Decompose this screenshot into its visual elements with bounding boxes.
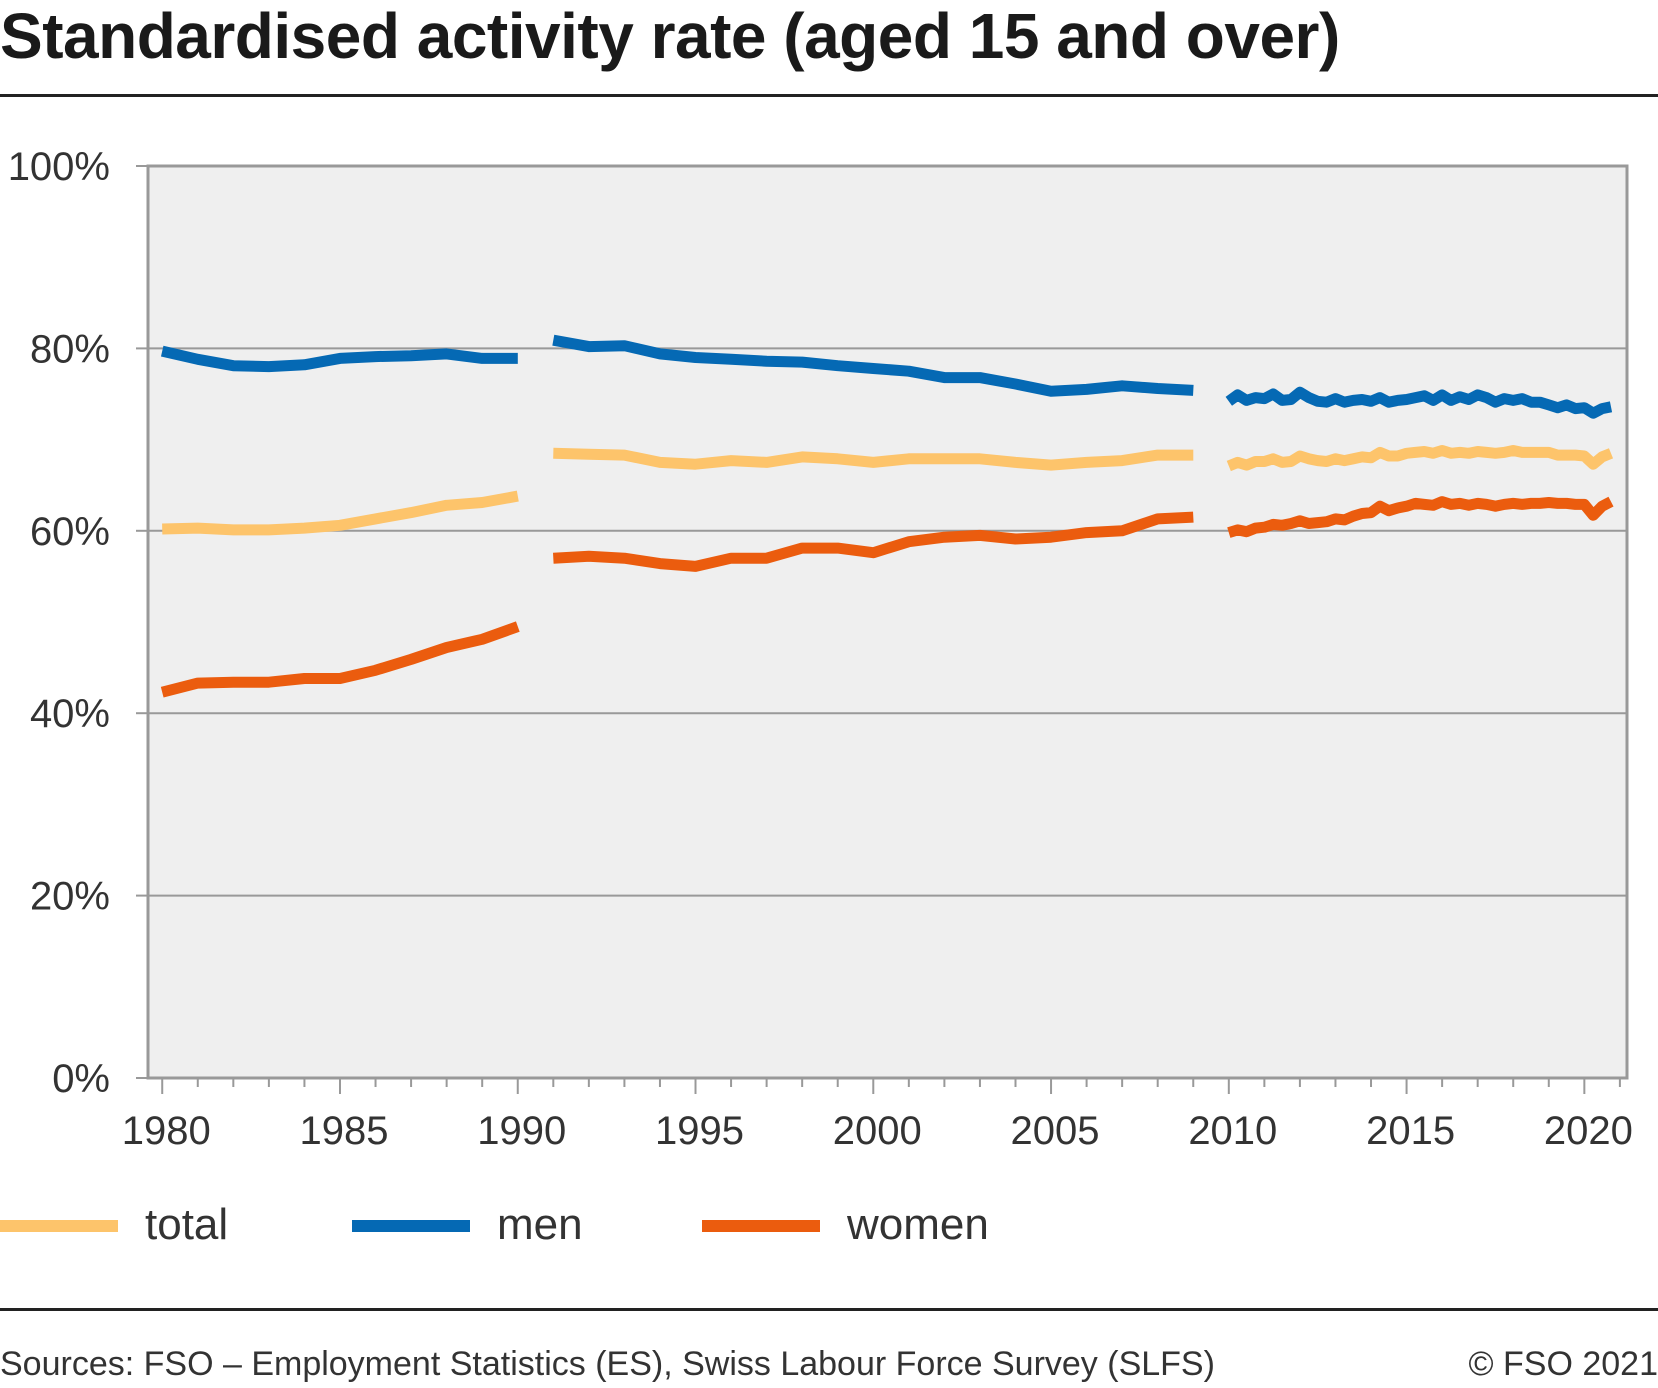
source-note: Sources: FSO – Employment Statistics (ES…	[0, 1345, 1215, 1383]
series-men	[160, 334, 1613, 419]
plot-area	[146, 164, 1629, 1080]
x-tick-label: 2010	[1188, 1109, 1277, 1153]
legend-label-men: men	[497, 1200, 583, 1249]
series-line-total	[1226, 445, 1614, 472]
series-line-women	[553, 511, 1194, 572]
legend-swatch-men	[352, 1220, 470, 1232]
chart-title: Standardised activity rate (aged 15 and …	[0, 0, 1340, 72]
x-tick-label: 1990	[477, 1109, 566, 1153]
series-line-men	[1225, 386, 1613, 419]
legend-label-women: women	[847, 1200, 989, 1249]
y-tick-label: 0%	[52, 1057, 110, 1101]
legend: total men women	[0, 1195, 1658, 1255]
line-chart: 0% 20% 40% 60% 80% 100% 1980 1985 1990 1995 2000 2…	[8, 145, 1633, 1153]
x-tick-label: 1995	[655, 1109, 744, 1153]
x-tick-label: 2000	[833, 1109, 922, 1153]
series-line-men	[160, 345, 518, 373]
y-axis-ticks: 0% 20% 40% 60% 80% 100%	[8, 145, 148, 1101]
series-line-total	[162, 490, 519, 536]
y-tick-label: 100%	[8, 145, 110, 189]
copyright-note: © FSO 2021	[1468, 1345, 1658, 1383]
y-tick-label: 80%	[30, 327, 110, 371]
x-tick-label: 2005	[1011, 1109, 1100, 1153]
series-line-women	[160, 621, 520, 698]
footer: Sources: FSO – Employment Statistics (ES…	[0, 1340, 1658, 1388]
series-lines	[160, 334, 1614, 698]
series-line-men	[552, 334, 1194, 397]
x-axis-ticks: 1980 1985 1990 1995 2000 2005 2010 2015 2020	[122, 1078, 1633, 1153]
series-line-total	[553, 447, 1194, 471]
y-tick-label: 40%	[30, 692, 110, 736]
x-tick-label: 1980	[122, 1109, 211, 1153]
y-tick-label: 20%	[30, 875, 110, 919]
legend-swatch-total	[0, 1220, 118, 1232]
plot-background	[146, 164, 1629, 1080]
gridlines	[148, 347, 1627, 897]
footer-divider	[0, 1308, 1658, 1311]
y-tick-label: 60%	[30, 510, 110, 554]
legend-label-total: total	[145, 1200, 229, 1249]
title-divider	[0, 94, 1658, 97]
legend-swatch-women	[702, 1220, 820, 1232]
x-tick-label: 2020	[1544, 1109, 1633, 1153]
x-tick-label: 1985	[299, 1109, 388, 1153]
series-total	[162, 445, 1614, 536]
series-women	[160, 496, 1614, 698]
x-tick-label: 2015	[1366, 1109, 1455, 1153]
series-line-women	[1227, 496, 1614, 538]
